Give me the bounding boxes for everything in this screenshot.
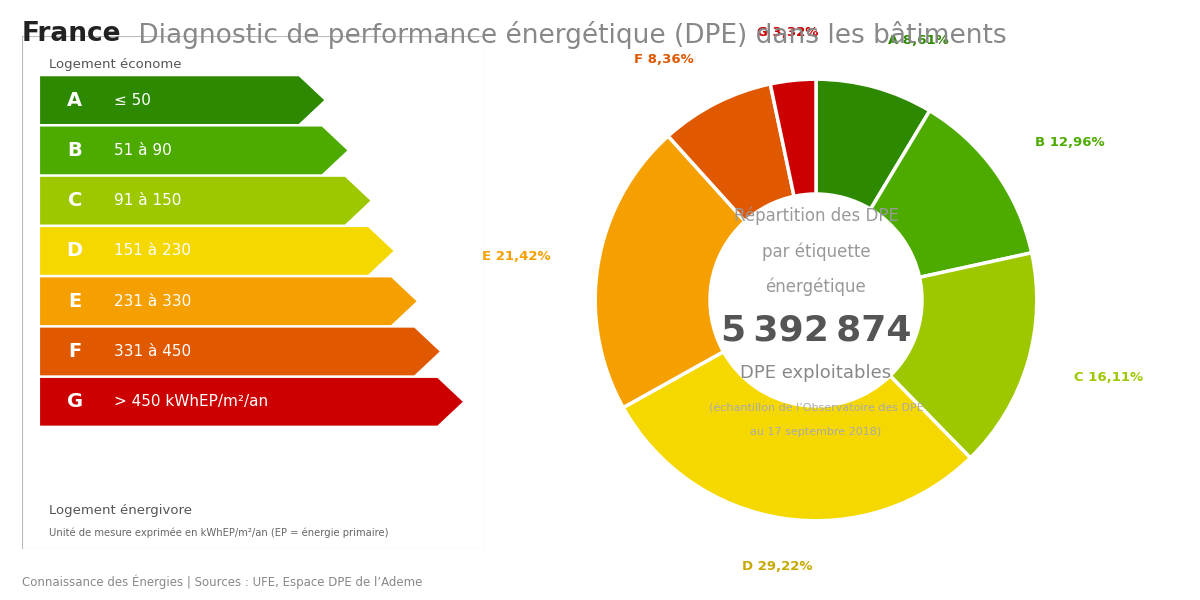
Wedge shape — [770, 79, 816, 196]
Polygon shape — [40, 378, 463, 425]
Text: 331 à 450: 331 à 450 — [114, 344, 191, 359]
Text: ≤ 50: ≤ 50 — [114, 92, 151, 107]
Text: > 450 kWhEP/m²/an: > 450 kWhEP/m²/an — [114, 394, 268, 409]
Text: G 3,32%: G 3,32% — [757, 26, 818, 38]
Polygon shape — [40, 76, 324, 124]
Polygon shape — [40, 177, 371, 224]
Text: 91 à 150: 91 à 150 — [114, 193, 181, 208]
Text: F: F — [68, 342, 82, 361]
Text: Logement économe: Logement économe — [49, 58, 182, 71]
Text: C: C — [67, 191, 82, 210]
Text: C 16,11%: C 16,11% — [1074, 371, 1144, 383]
Polygon shape — [40, 277, 416, 325]
Text: Connaissance des Énergies | Sources : UFE, Espace DPE de l’Ademe: Connaissance des Énergies | Sources : UF… — [22, 575, 422, 589]
Text: France: France — [22, 21, 121, 47]
Text: Logement énergivore: Logement énergivore — [49, 504, 192, 517]
Text: DPE exploitables: DPE exploitables — [740, 364, 892, 382]
Text: D: D — [67, 241, 83, 260]
Text: D 29,22%: D 29,22% — [742, 560, 812, 573]
Text: G: G — [67, 392, 83, 411]
Text: Diagnostic de performance énergétique (DPE) dans les bâtiments: Diagnostic de performance énergétique (D… — [130, 21, 1007, 49]
Polygon shape — [40, 127, 347, 174]
Text: Répartition des DPE: Répartition des DPE — [733, 207, 899, 226]
Text: B 12,96%: B 12,96% — [1034, 136, 1104, 149]
Wedge shape — [595, 136, 745, 407]
Text: 51 à 90: 51 à 90 — [114, 143, 172, 158]
Text: B: B — [67, 141, 82, 160]
Text: 231 à 330: 231 à 330 — [114, 294, 191, 309]
Wedge shape — [816, 79, 930, 209]
Text: A: A — [67, 91, 83, 110]
Text: (échantillon de l’Observatoire des DPE: (échantillon de l’Observatoire des DPE — [709, 403, 923, 413]
Text: 151 à 230: 151 à 230 — [114, 244, 191, 259]
Wedge shape — [668, 84, 794, 221]
Polygon shape — [40, 227, 394, 275]
Text: A 8,61%: A 8,61% — [888, 34, 949, 47]
Text: au 17 septembre 2018): au 17 septembre 2018) — [750, 427, 882, 437]
Text: énergétique: énergétique — [766, 278, 866, 296]
Text: F 8,36%: F 8,36% — [634, 53, 694, 67]
Wedge shape — [870, 111, 1032, 277]
Text: par étiquette: par étiquette — [762, 242, 870, 260]
Wedge shape — [890, 253, 1037, 458]
Text: E 21,42%: E 21,42% — [481, 250, 551, 263]
Text: Unité de mesure exprimée en kWhEP/m²/an (EP = énergie primaire): Unité de mesure exprimée en kWhEP/m²/an … — [49, 527, 389, 538]
FancyBboxPatch shape — [22, 36, 484, 549]
Text: E: E — [68, 292, 82, 311]
Text: 5 392 874: 5 392 874 — [721, 314, 911, 348]
Polygon shape — [40, 328, 439, 376]
Wedge shape — [623, 352, 971, 521]
